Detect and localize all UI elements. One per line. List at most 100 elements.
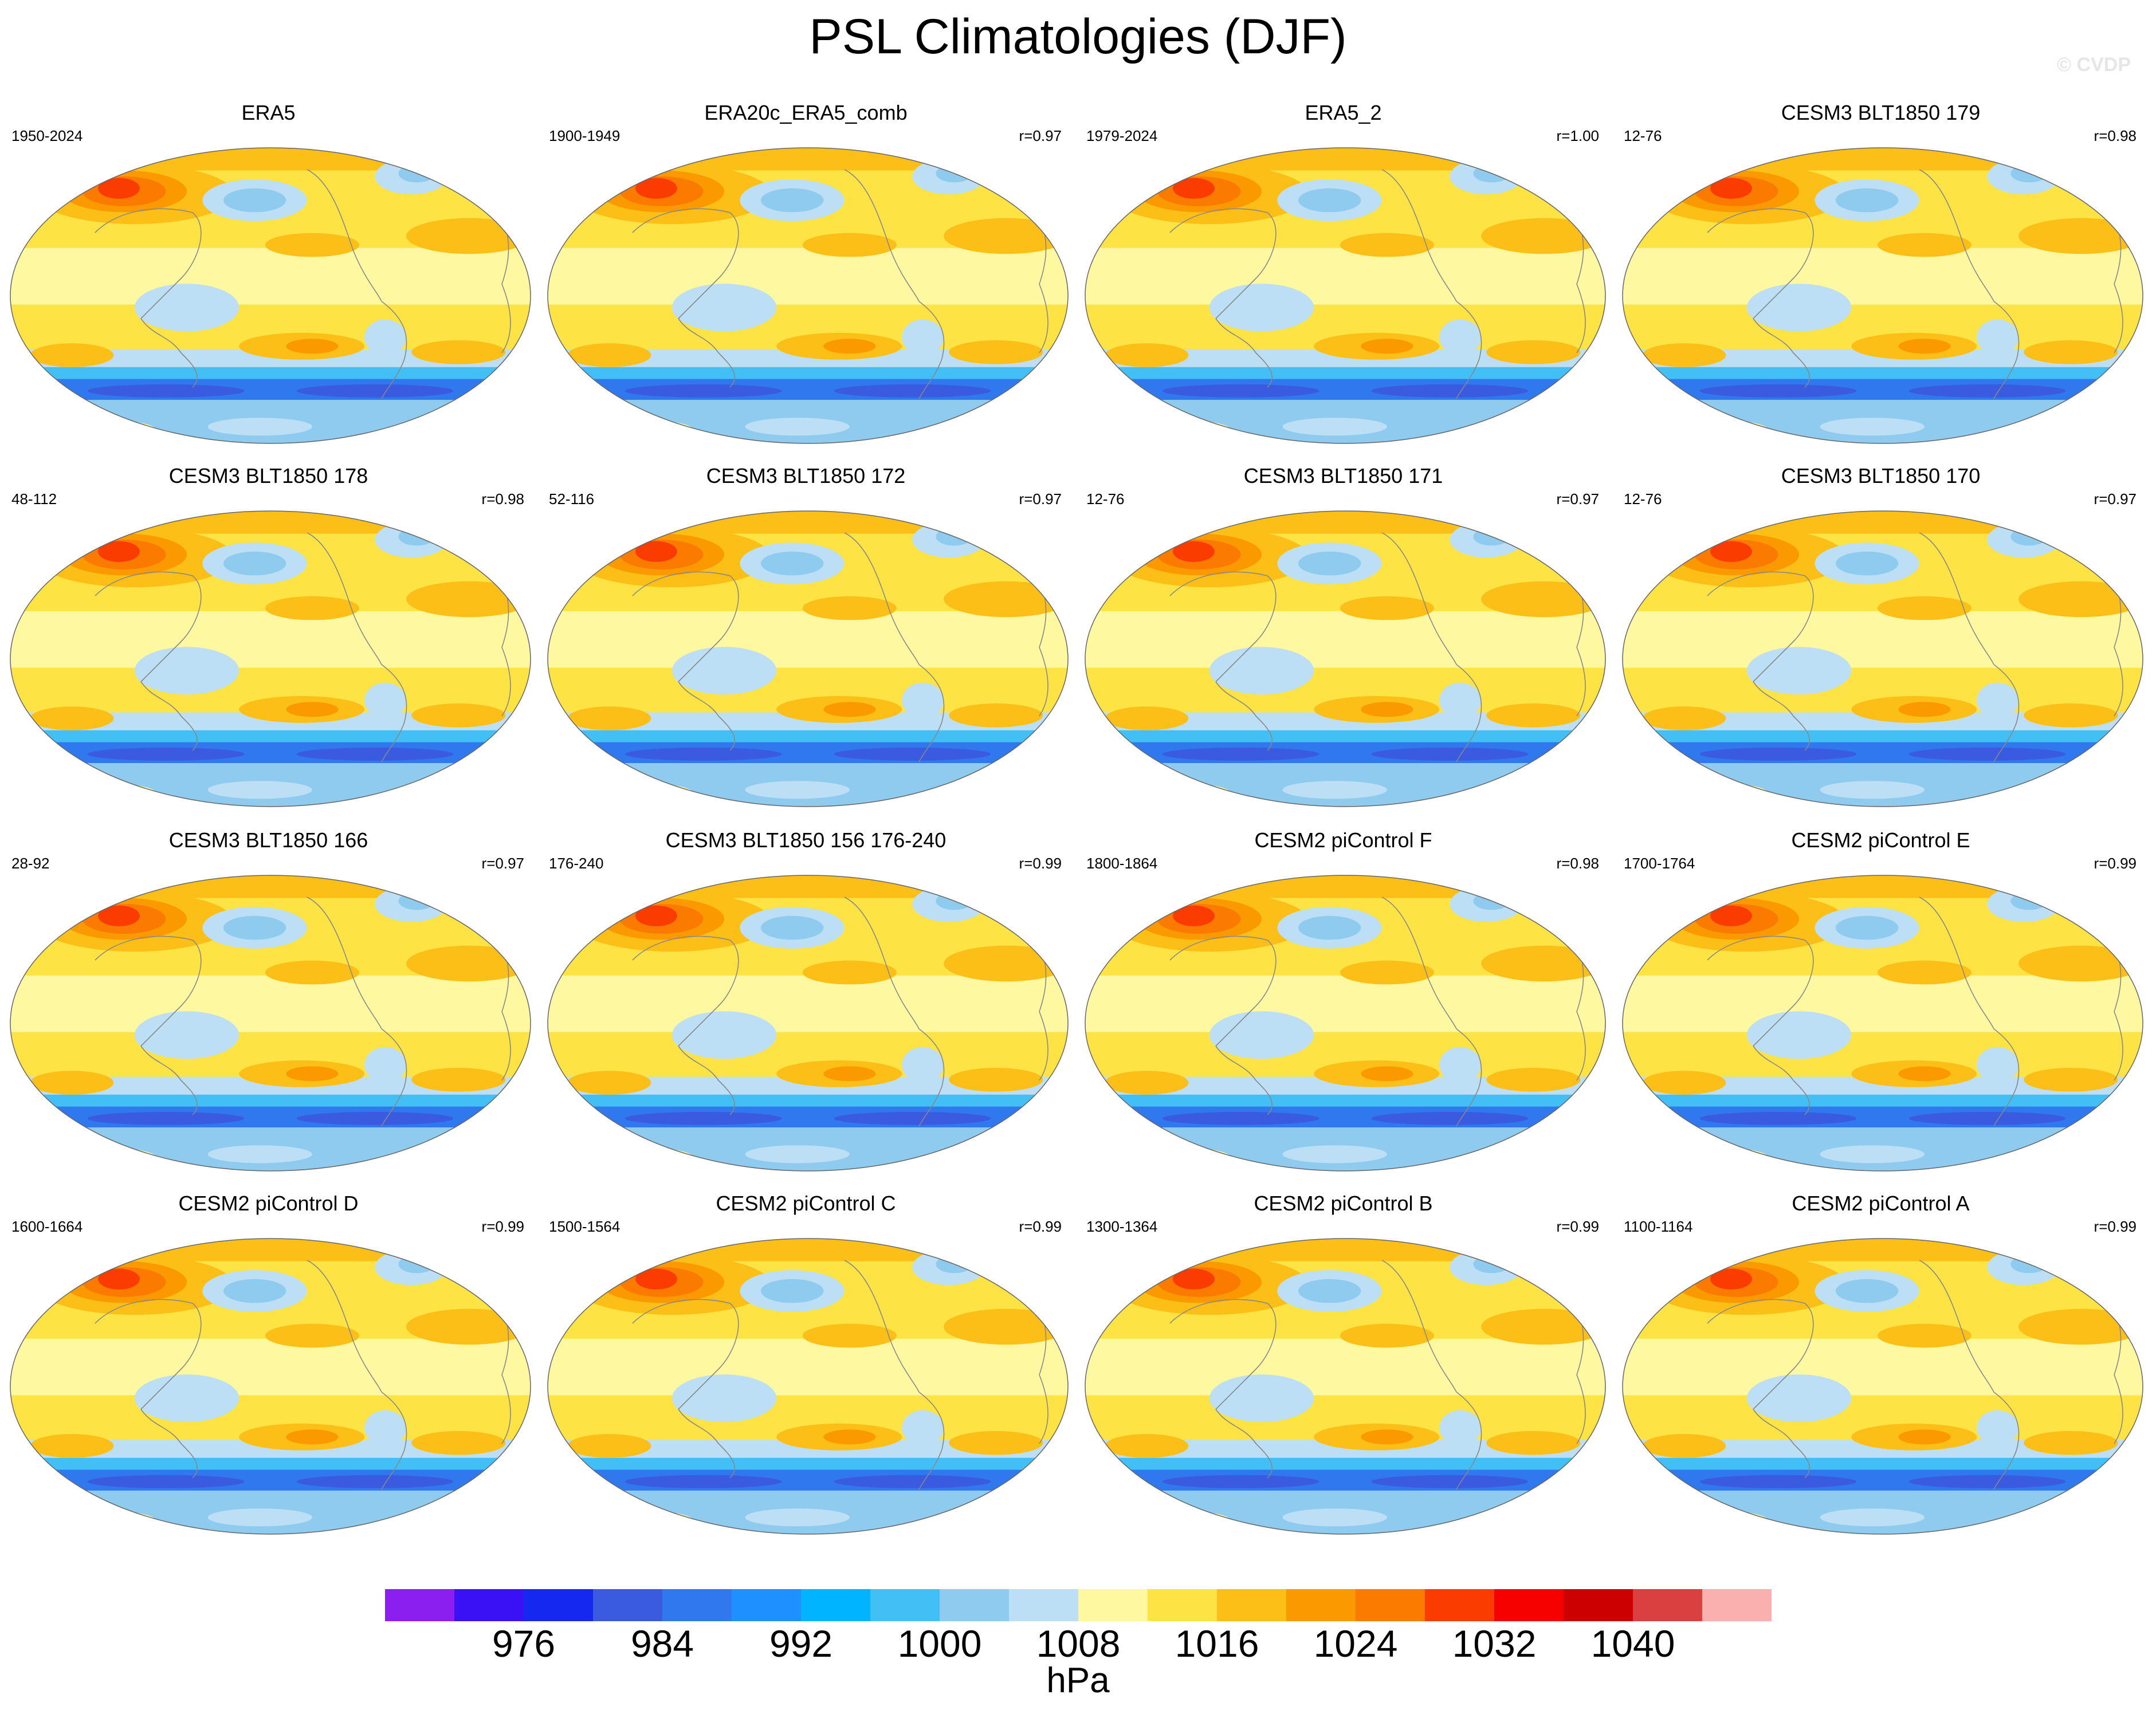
panel-title: CESM2 piControl A xyxy=(1792,1192,1970,1215)
colorbar: 976 984 992 1000 1008 1016 1024 1032 1040 xyxy=(385,1589,1772,1664)
psl-feature xyxy=(1371,384,1529,398)
psl-feature xyxy=(286,1066,339,1082)
coastline xyxy=(381,1391,407,1490)
colorbar-tick-label: 1040 xyxy=(1591,1622,1675,1664)
psl-band xyxy=(1623,247,2143,285)
psl-feature xyxy=(98,905,140,926)
coastline xyxy=(140,1409,198,1479)
map-container xyxy=(547,147,1069,447)
psl-feature xyxy=(1361,339,1413,354)
psl-band xyxy=(1623,975,2143,1012)
coastline xyxy=(918,664,945,762)
psl-feature xyxy=(1361,1429,1413,1445)
globe-outline xyxy=(1622,510,2143,807)
panel-title: ERA20c_ERA5_comb xyxy=(704,101,908,124)
psl-feature xyxy=(902,1410,944,1446)
panel-correlation: r=0.97 xyxy=(1019,127,1062,144)
psl-band xyxy=(1085,1374,1605,1396)
colorbar-swatch xyxy=(1286,1589,1356,1621)
psl-band xyxy=(548,975,1068,1012)
psl-feature xyxy=(1173,541,1215,562)
psl-feature xyxy=(1820,418,1925,436)
psl-feature xyxy=(72,1148,156,1166)
coastline xyxy=(1576,1374,1586,1444)
psl-feature xyxy=(1162,384,1319,398)
map-panel: ERA5_2 1979-2024 r=1.00 xyxy=(1075,101,1612,456)
panel-title: CESM2 piControl B xyxy=(1254,1192,1433,1215)
psl-feature xyxy=(72,420,156,439)
panel-title: CESM3 BLT1850 179 xyxy=(1781,101,1981,124)
psl-feature xyxy=(635,541,677,562)
psl-feature xyxy=(1105,1071,1189,1095)
psl-feature xyxy=(760,188,824,213)
psl-feature xyxy=(567,706,651,730)
map-panel: CESM3 BLT1850 179 12-76 r=0.98 xyxy=(1612,101,2149,456)
psl-band xyxy=(1085,742,1605,764)
psl-feature xyxy=(1746,1374,1852,1422)
psl-feature xyxy=(1162,747,1319,761)
psl-feature xyxy=(1105,706,1189,730)
coastline xyxy=(1919,897,1994,1029)
psl-feature xyxy=(949,703,1043,728)
psl-band xyxy=(10,511,531,534)
coastline xyxy=(1381,897,1457,1029)
psl-band xyxy=(1085,284,1605,305)
panel-correlation: r=0.99 xyxy=(1019,855,1062,872)
psl-feature xyxy=(265,596,360,620)
psl-feature xyxy=(1486,1068,1581,1092)
panel-years: 52-116 xyxy=(549,490,595,508)
psl-feature xyxy=(72,784,156,802)
psl-feature xyxy=(411,340,506,364)
psl-band xyxy=(1085,647,1605,669)
psl-band xyxy=(10,1239,531,1262)
map-panel: CESM2 piControl C 1500-1564 r=0.99 xyxy=(537,1192,1074,1547)
psl-feature xyxy=(1710,905,1752,926)
psl-feature xyxy=(1146,420,1231,439)
psl-feature xyxy=(1146,1148,1231,1166)
panel-grid: ERA5 1950-2024 ERA20c_ERA5_comb 1900-1949 r=… xyxy=(10,101,2149,1547)
psl-feature xyxy=(1481,1308,1605,1345)
map-plot xyxy=(10,147,531,444)
coastline xyxy=(1169,571,1277,682)
coastline xyxy=(1576,1011,1586,1081)
coastline xyxy=(381,301,407,399)
coastline xyxy=(1919,1260,1994,1393)
psl-band xyxy=(10,875,531,899)
psl-feature xyxy=(406,218,531,254)
panel-years: 1600-1664 xyxy=(11,1218,83,1235)
psl-feature xyxy=(1361,702,1413,717)
psl-band xyxy=(548,379,1068,400)
psl-band xyxy=(548,1094,1068,1107)
psl-feature xyxy=(411,1431,506,1455)
psl-feature xyxy=(1209,1011,1314,1059)
map-panel: CESM3 BLT1850 171 12-76 r=0.97 xyxy=(1075,464,1612,819)
psl-feature xyxy=(609,1511,693,1530)
panel-correlation: r=0.99 xyxy=(2094,855,2137,872)
psl-band xyxy=(1623,742,2143,764)
panel-correlation: r=1.00 xyxy=(1556,127,1599,144)
psl-feature xyxy=(1684,420,1768,439)
psl-feature xyxy=(296,747,454,761)
panel-correlation: r=0.98 xyxy=(2094,127,2137,144)
psl-feature xyxy=(1699,747,1857,761)
psl-feature xyxy=(1877,233,1972,257)
coastline xyxy=(1039,1374,1048,1444)
coastline xyxy=(1753,1045,1811,1115)
psl-band xyxy=(1085,1011,1605,1033)
globe-outline xyxy=(1085,1238,1606,1535)
map-plot xyxy=(1622,147,2143,444)
colorbar-swatch xyxy=(801,1589,870,1621)
colorbar-tick-label: 984 xyxy=(631,1622,694,1664)
map-plot xyxy=(10,1238,531,1535)
panel-years: 1900-1949 xyxy=(549,127,621,144)
coastline xyxy=(1381,532,1457,665)
psl-feature xyxy=(802,596,897,620)
psl-feature xyxy=(1746,284,1852,332)
panel-years: 12-76 xyxy=(1624,127,1662,144)
coastline xyxy=(678,318,736,388)
coastline xyxy=(1919,532,1994,665)
colorbar-tick-label: 976 xyxy=(492,1622,555,1664)
psl-band xyxy=(1085,975,1605,1012)
map-container xyxy=(1084,1237,1607,1538)
coastline xyxy=(1753,318,1811,388)
